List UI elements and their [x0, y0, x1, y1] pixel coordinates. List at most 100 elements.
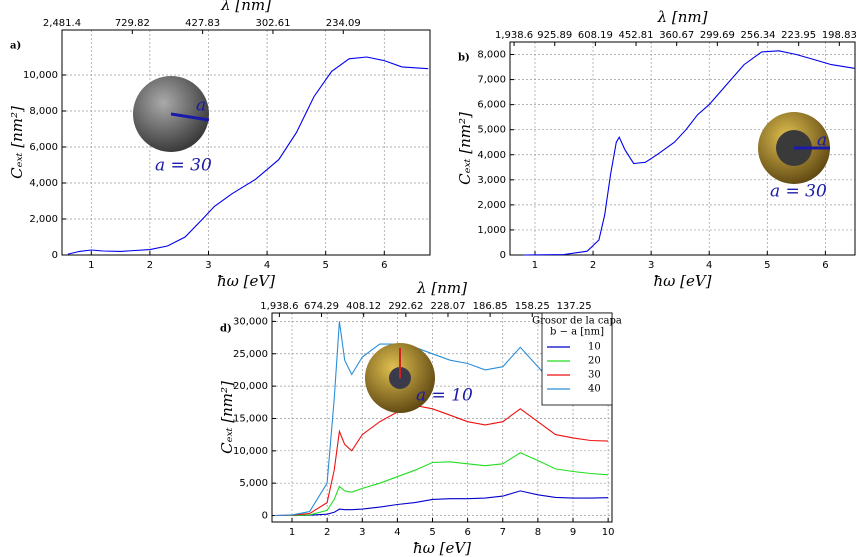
x2-tick-label: 674.29	[304, 301, 339, 312]
x2-tick-label: 360.67	[659, 30, 694, 41]
plot-frame	[61, 29, 431, 256]
x-tick-label: 5	[764, 260, 770, 271]
y-axis-label: Cₑₓₜ [nm²]	[8, 106, 26, 179]
plots: 0 2,000 4,000 6,000 8,000 10,000 1 2 3 4 5 6 2,481.4…	[8, 0, 857, 557]
y-tick-label: 5,000	[239, 478, 268, 489]
panel-label: b)	[458, 53, 470, 64]
x-tick-label: 5	[323, 260, 329, 271]
panel: 0 5,000 10,000 15,000 20,000 25,000 30,000 1 2 3 4…	[218, 279, 622, 557]
x-tick-label: 4	[394, 527, 400, 538]
x-tick-label: 2	[147, 260, 153, 271]
plot-frame	[271, 312, 613, 523]
y-tick-label: 25,000	[233, 349, 268, 360]
panel: 0 2,000 4,000 6,000 8,000 10,000 1 2 3 4 5 6 2,481.4…	[8, 0, 431, 290]
annotation: a	[196, 96, 206, 116]
x-tick-label: 6	[381, 260, 387, 271]
y-tick-label: 2,000	[477, 200, 506, 211]
y-tick-label: 30,000	[233, 316, 268, 327]
sphere-b	[758, 112, 830, 184]
x-tick-label: 2	[324, 527, 330, 538]
y-axis-label: Cₑₓₜ [nm²]	[456, 112, 474, 185]
x-axis-label: ħω [eV]	[653, 272, 711, 290]
data-line	[523, 50, 855, 256]
annotation: a = 30	[155, 156, 212, 176]
panel-label: d)	[220, 324, 232, 335]
plot-frame	[509, 41, 856, 256]
y-tick-label: 15,000	[233, 413, 268, 424]
x-tick-label: 1	[289, 527, 295, 538]
x2-tick-label: 299.69	[700, 30, 735, 41]
y-tick-label: 5,000	[477, 125, 506, 136]
x-tick-label: 10	[602, 527, 615, 538]
x-tick-label: 6	[822, 260, 828, 271]
y-tick-label: 4,000	[477, 150, 506, 161]
x-tick-label: 8	[535, 527, 541, 538]
x-tick-label: 9	[570, 527, 576, 538]
panel-label: a)	[10, 41, 21, 52]
legend-label: 40	[588, 384, 601, 395]
panel: 0 1,000 2,000 3,000 4,000 5,000 6,000 7,000 8,00…	[456, 8, 857, 290]
x2-tick-label: 256.34	[741, 30, 776, 41]
x2-tick-label: 292.62	[388, 301, 423, 312]
annotation: a	[817, 131, 827, 151]
y-tick-label: 4,000	[29, 178, 58, 189]
x2-tick-label: 452.81	[619, 30, 654, 41]
x-tick-label: 2	[590, 260, 596, 271]
x2-axis-label: λ [nm]	[416, 279, 467, 297]
x-tick-label: 1	[532, 260, 538, 271]
x-tick-label: 5	[429, 527, 435, 538]
legend-title: b − a [nm]	[550, 327, 604, 338]
annotation: a = 30	[770, 182, 827, 202]
y-tick-label: 3,000	[477, 175, 506, 186]
y-tick-label: 10,000	[233, 446, 268, 457]
y-tick-label: 8,000	[477, 50, 506, 61]
x-axis-label: ħω [eV]	[217, 272, 275, 290]
legend-title: Grosor de la capa	[532, 316, 622, 327]
x2-tick-label: 2,481.4	[43, 18, 81, 29]
sphere-d	[365, 343, 435, 413]
x2-tick-label: 1,938.6	[260, 301, 298, 312]
x2-tick-label: 234.09	[326, 18, 361, 29]
y-tick-label: 10,000	[23, 70, 58, 81]
x2-axis-label: λ [nm]	[657, 8, 708, 26]
x2-tick-label: 608.19	[578, 30, 613, 41]
y-axis-label: Cₑₓₜ [nm²]	[218, 381, 236, 454]
x2-tick-label: 198.83	[822, 30, 857, 41]
x2-tick-label: 302.61	[255, 18, 290, 29]
y-tick-label: 0	[262, 511, 268, 522]
x2-tick-label: 729.82	[115, 18, 150, 29]
x2-axis-label: λ [nm]	[220, 0, 271, 14]
y-tick-label: 6,000	[477, 100, 506, 111]
x-tick-label: 3	[648, 260, 654, 271]
y-tick-label: 20,000	[233, 381, 268, 392]
y-tick-label: 0	[52, 250, 58, 261]
sphere-a	[133, 76, 210, 152]
x-tick-label: 4	[264, 260, 270, 271]
x2-tick-label: 228.07	[430, 301, 465, 312]
legend-label: 10	[588, 342, 601, 353]
x2-tick-label: 137.25	[557, 301, 592, 312]
x2-tick-label: 427.83	[185, 18, 220, 29]
annotation: a = 10	[416, 386, 473, 406]
data-line	[67, 56, 429, 255]
x-tick-label: 1	[88, 260, 94, 271]
x-tick-label: 7	[500, 527, 506, 538]
y-tick-label: 0	[500, 250, 506, 261]
legend-box	[541, 312, 613, 406]
x2-tick-label: 158.25	[515, 301, 550, 312]
data-line	[274, 490, 609, 517]
x2-tick-label: 925.89	[537, 30, 572, 41]
x-tick-label: 3	[359, 527, 365, 538]
legend-label: 20	[588, 356, 601, 367]
y-tick-label: 1,000	[477, 225, 506, 236]
x-tick-label: 6	[464, 527, 470, 538]
x2-tick-label: 1,938.6	[495, 30, 533, 41]
x2-tick-label: 223.95	[781, 30, 816, 41]
data-line	[274, 452, 609, 517]
x-tick-label: 4	[706, 260, 712, 271]
x-tick-label: 3	[205, 260, 211, 271]
y-tick-label: 8,000	[29, 106, 58, 117]
legend-label: 30	[588, 370, 601, 381]
x2-tick-label: 408.12	[346, 301, 381, 312]
